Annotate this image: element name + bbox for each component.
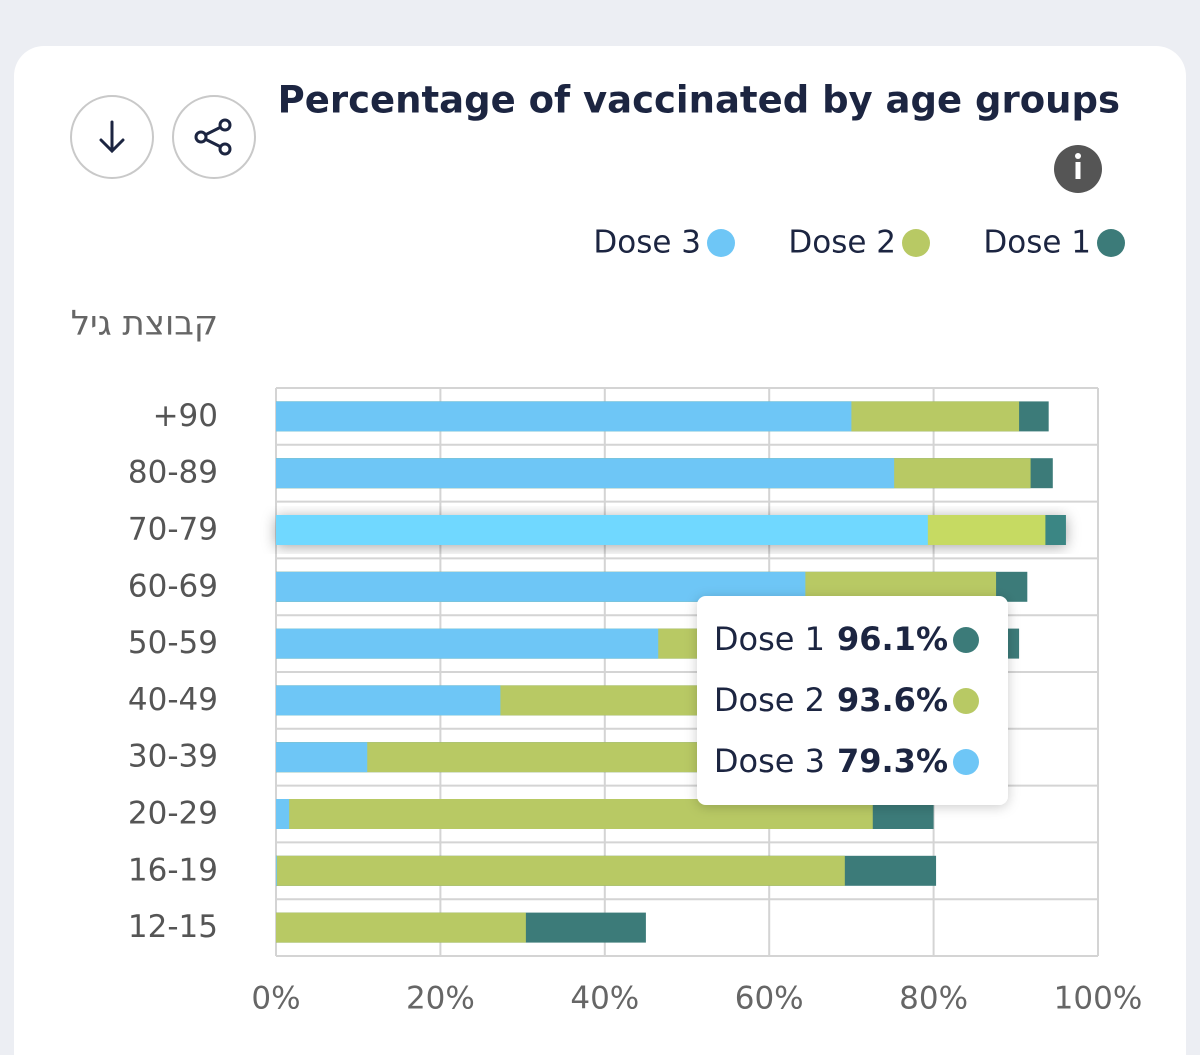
bar [276, 685, 501, 716]
tooltip-series: Dose 2 [714, 681, 825, 719]
y-tick-label: 16-19 [128, 852, 218, 888]
x-tick-label: 0% [251, 981, 300, 1017]
legend-marker [707, 229, 735, 257]
y-tick-label: 80-89 [128, 455, 218, 491]
tooltip-text: Dose 2 93.6% [714, 681, 948, 719]
info-button[interactable] [1054, 145, 1102, 193]
row [276, 855, 937, 886]
highlighted-row [276, 515, 1066, 545]
bar [276, 855, 277, 886]
bar [276, 855, 845, 886]
tooltip-marker [953, 749, 979, 775]
tooltip-text: Dose 3 79.3% [714, 742, 948, 780]
legend-marker [1097, 229, 1125, 257]
y-tick-label: 12-15 [128, 909, 218, 945]
row [276, 912, 646, 943]
x-tick-label: 20% [406, 981, 475, 1017]
legend-label: Dose 2 [788, 225, 896, 261]
chart-title: Percentage of vaccinated by age groups [278, 79, 1120, 122]
y-tick-label: 70-79 [128, 512, 218, 548]
bar [276, 458, 895, 489]
bar [276, 401, 852, 432]
download-button[interactable] [70, 95, 154, 179]
tooltip-box [697, 596, 1008, 805]
y-tick-label: +90 [153, 398, 218, 434]
tooltip-marker [953, 688, 979, 714]
x-tick-label: 80% [899, 981, 968, 1017]
legend-marker [902, 229, 930, 257]
legend-label: Dose 1 [983, 225, 1091, 261]
card [14, 46, 1186, 1055]
y-tick-label: 60-69 [128, 568, 218, 604]
x-tick-label: 100% [1054, 981, 1143, 1017]
bar [276, 515, 928, 545]
bar [276, 628, 659, 659]
row [276, 571, 1028, 602]
tooltip-value: 96.1% [837, 620, 948, 658]
x-tick-label: 40% [570, 981, 639, 1017]
tooltip-value: 93.6% [837, 681, 948, 719]
y-tick-label: 50-59 [128, 625, 218, 661]
tooltip-value: 79.3% [837, 742, 948, 780]
bar [276, 742, 368, 773]
y-tick-label: 40-49 [128, 682, 218, 718]
bar [276, 912, 526, 943]
tooltip-series: Dose 3 [714, 742, 825, 780]
x-tick-label: 60% [735, 981, 804, 1017]
legend-label: Dose 3 [593, 225, 701, 261]
tooltip-series: Dose 1 [714, 620, 825, 658]
row [276, 458, 1053, 489]
row [276, 401, 1049, 432]
y-axis-label: קבוצת גיל [71, 304, 218, 344]
tooltip-text: Dose 1 96.1% [714, 620, 948, 658]
tooltip: Dose 1 96.1% Dose 2 93.6% Dose 3 79.3% [697, 596, 1008, 805]
tooltip-marker [953, 627, 979, 653]
y-tick-label: 20-29 [128, 796, 218, 832]
share-button[interactable] [172, 95, 256, 179]
bar [276, 799, 290, 829]
y-tick-label: 30-39 [128, 739, 218, 775]
